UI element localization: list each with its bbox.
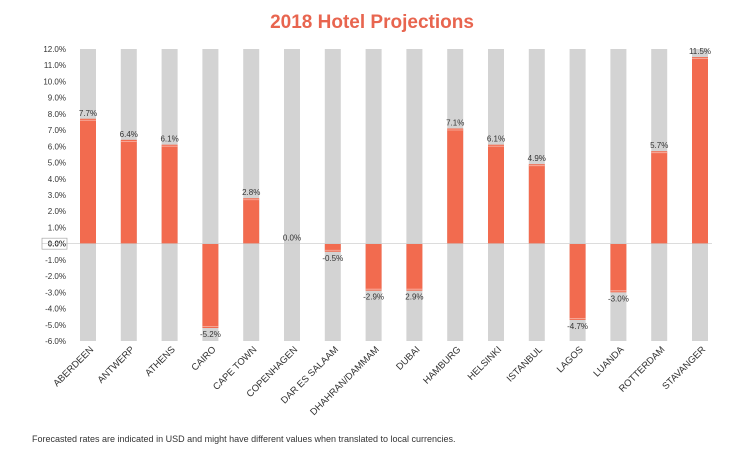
data-label: 4.9% bbox=[528, 154, 546, 163]
bar bbox=[161, 144, 178, 244]
y-tick-label: -3.0% bbox=[45, 288, 66, 297]
bar bbox=[610, 243, 627, 293]
y-tick-label: 4.0% bbox=[48, 175, 66, 184]
data-label: 7.1% bbox=[446, 118, 464, 127]
bar bbox=[528, 164, 545, 244]
data-label: 0.0% bbox=[283, 234, 301, 243]
bar bbox=[488, 144, 504, 244]
x-tick-label: ATHENS bbox=[143, 344, 178, 379]
y-tick-label: 2.0% bbox=[48, 207, 66, 216]
data-label: 6.1% bbox=[487, 135, 505, 144]
bar bbox=[692, 57, 708, 244]
y-tick-label: 3.0% bbox=[48, 191, 66, 200]
data-label: 2.9% bbox=[405, 293, 423, 302]
y-tick-label: -5.0% bbox=[45, 321, 66, 330]
x-tick-label: DHAHRAN/DAMMAM bbox=[308, 344, 382, 418]
data-label: 6.4% bbox=[120, 130, 138, 139]
data-label: -0.5% bbox=[322, 254, 343, 263]
x-tick-label: ISTANBUL bbox=[505, 344, 545, 384]
y-tick-label: 8.0% bbox=[48, 110, 66, 119]
bar bbox=[447, 128, 464, 244]
data-labels: 7.7% 6.4% 6.1% -5.2% 2.8% 0.0% -0.5% -2.9% 2.9% 7… bbox=[79, 47, 711, 339]
x-tick-label: CAIRO bbox=[189, 344, 218, 373]
data-label: 2.8% bbox=[242, 188, 260, 197]
y-tick-label: 1.0% bbox=[48, 223, 66, 232]
bar bbox=[202, 243, 219, 329]
x-tick-label: HELSINKI bbox=[466, 344, 504, 382]
bar bbox=[651, 151, 668, 244]
data-label: -2.9% bbox=[363, 293, 384, 302]
x-tick-label: LUANDA bbox=[591, 344, 626, 379]
chart-title: 2018 Hotel Projections bbox=[270, 12, 474, 33]
footnote: Forecasted rates are indicated in USD an… bbox=[32, 434, 456, 444]
x-tick-label: HAMBURG bbox=[421, 344, 463, 386]
y-tick-label: 0.0% bbox=[48, 240, 66, 249]
zero-label-box bbox=[41, 237, 68, 250]
x-tick-label: ANTWERP bbox=[96, 344, 137, 385]
bar-track bbox=[324, 49, 341, 341]
bar bbox=[324, 243, 341, 252]
y-axis-ticks: -6.0% -5.0% -4.0% -3.0% -2.0% -1.0% 0.0% 1.0% 2.… bbox=[41, 45, 712, 346]
y-tick-label: 5.0% bbox=[48, 159, 66, 168]
x-tick-label: LAGOS bbox=[555, 344, 586, 375]
y-tick-label: 10.0% bbox=[43, 77, 66, 86]
data-label: 6.1% bbox=[160, 135, 178, 144]
x-tick-label: DUBAI bbox=[394, 344, 422, 372]
bar bbox=[365, 243, 382, 291]
bar-track bbox=[243, 49, 260, 341]
y-tick-label: 12.0% bbox=[43, 45, 66, 54]
y-tick-label: -1.0% bbox=[45, 256, 66, 265]
y-tick-label: 7.0% bbox=[48, 126, 66, 135]
bar-track bbox=[284, 49, 300, 341]
bar bbox=[406, 243, 423, 291]
y-tick-label: -2.0% bbox=[45, 272, 66, 281]
y-tick-label: 9.0% bbox=[48, 94, 66, 103]
data-label: -3.0% bbox=[608, 294, 629, 303]
y-tick-label: -6.0% bbox=[45, 337, 66, 346]
y-tick-label: -4.0% bbox=[45, 305, 66, 314]
data-label: 11.5% bbox=[689, 47, 711, 56]
y-tick-label: 6.0% bbox=[48, 142, 66, 151]
bar bbox=[243, 198, 260, 244]
x-tick-label: STAVANGER bbox=[660, 344, 708, 392]
y-tick-label: 11.0% bbox=[44, 61, 66, 70]
data-label: 7.7% bbox=[79, 109, 97, 118]
bar bbox=[569, 243, 586, 320]
bars bbox=[80, 57, 708, 329]
bar bbox=[120, 139, 137, 244]
data-label: -5.2% bbox=[200, 330, 221, 339]
data-label: 5.7% bbox=[650, 141, 668, 150]
bar bbox=[80, 118, 96, 244]
data-label: -4.7% bbox=[567, 322, 588, 331]
x-tick-label: ABERDEEN bbox=[51, 344, 96, 389]
